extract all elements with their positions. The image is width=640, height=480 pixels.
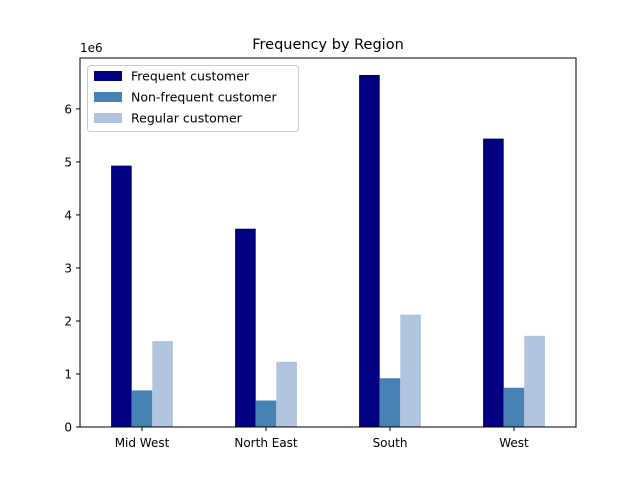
legend-swatch (94, 71, 122, 81)
legend-label: Frequent customer (131, 69, 250, 84)
y-axis: 0 1 2 3 4 5 6 (64, 102, 80, 435)
legend-swatch (94, 92, 122, 102)
x-tick-label: North East (234, 436, 298, 450)
y-tick-label: 6 (64, 102, 72, 116)
bar (400, 314, 421, 427)
bar (379, 378, 401, 427)
legend: Frequent customer Non-frequent customer Re… (87, 65, 299, 132)
bar (503, 387, 525, 427)
y-tick-label: 3 (64, 261, 72, 275)
plot-frame (79, 57, 577, 428)
bar (255, 400, 277, 427)
y-tick-label: 0 (64, 421, 72, 435)
legend-swatch (94, 113, 122, 123)
x-axis: Mid West North East South West (115, 427, 529, 450)
y-scale-label: 1e6 (80, 41, 103, 55)
bar (111, 165, 132, 427)
y-tick-label: 2 (64, 314, 72, 328)
y-tick-label: 4 (64, 208, 72, 222)
bar (131, 390, 153, 427)
legend-box (87, 65, 299, 132)
bar (483, 138, 504, 427)
y-tick-label: 1 (64, 367, 72, 381)
bar (524, 335, 545, 427)
y-tick-label: 5 (64, 155, 72, 169)
x-tick-label: Mid West (115, 436, 170, 450)
x-tick-label: West (499, 436, 529, 450)
bar (359, 74, 380, 427)
bars-group (111, 74, 545, 427)
x-tick-label: South (373, 436, 408, 450)
legend-label: Regular customer (131, 111, 243, 126)
bar (152, 341, 173, 427)
chart-title: Frequency by Region (252, 37, 404, 53)
legend-label: Non-frequent customer (131, 90, 277, 105)
bar (276, 361, 297, 427)
bar (235, 228, 256, 427)
